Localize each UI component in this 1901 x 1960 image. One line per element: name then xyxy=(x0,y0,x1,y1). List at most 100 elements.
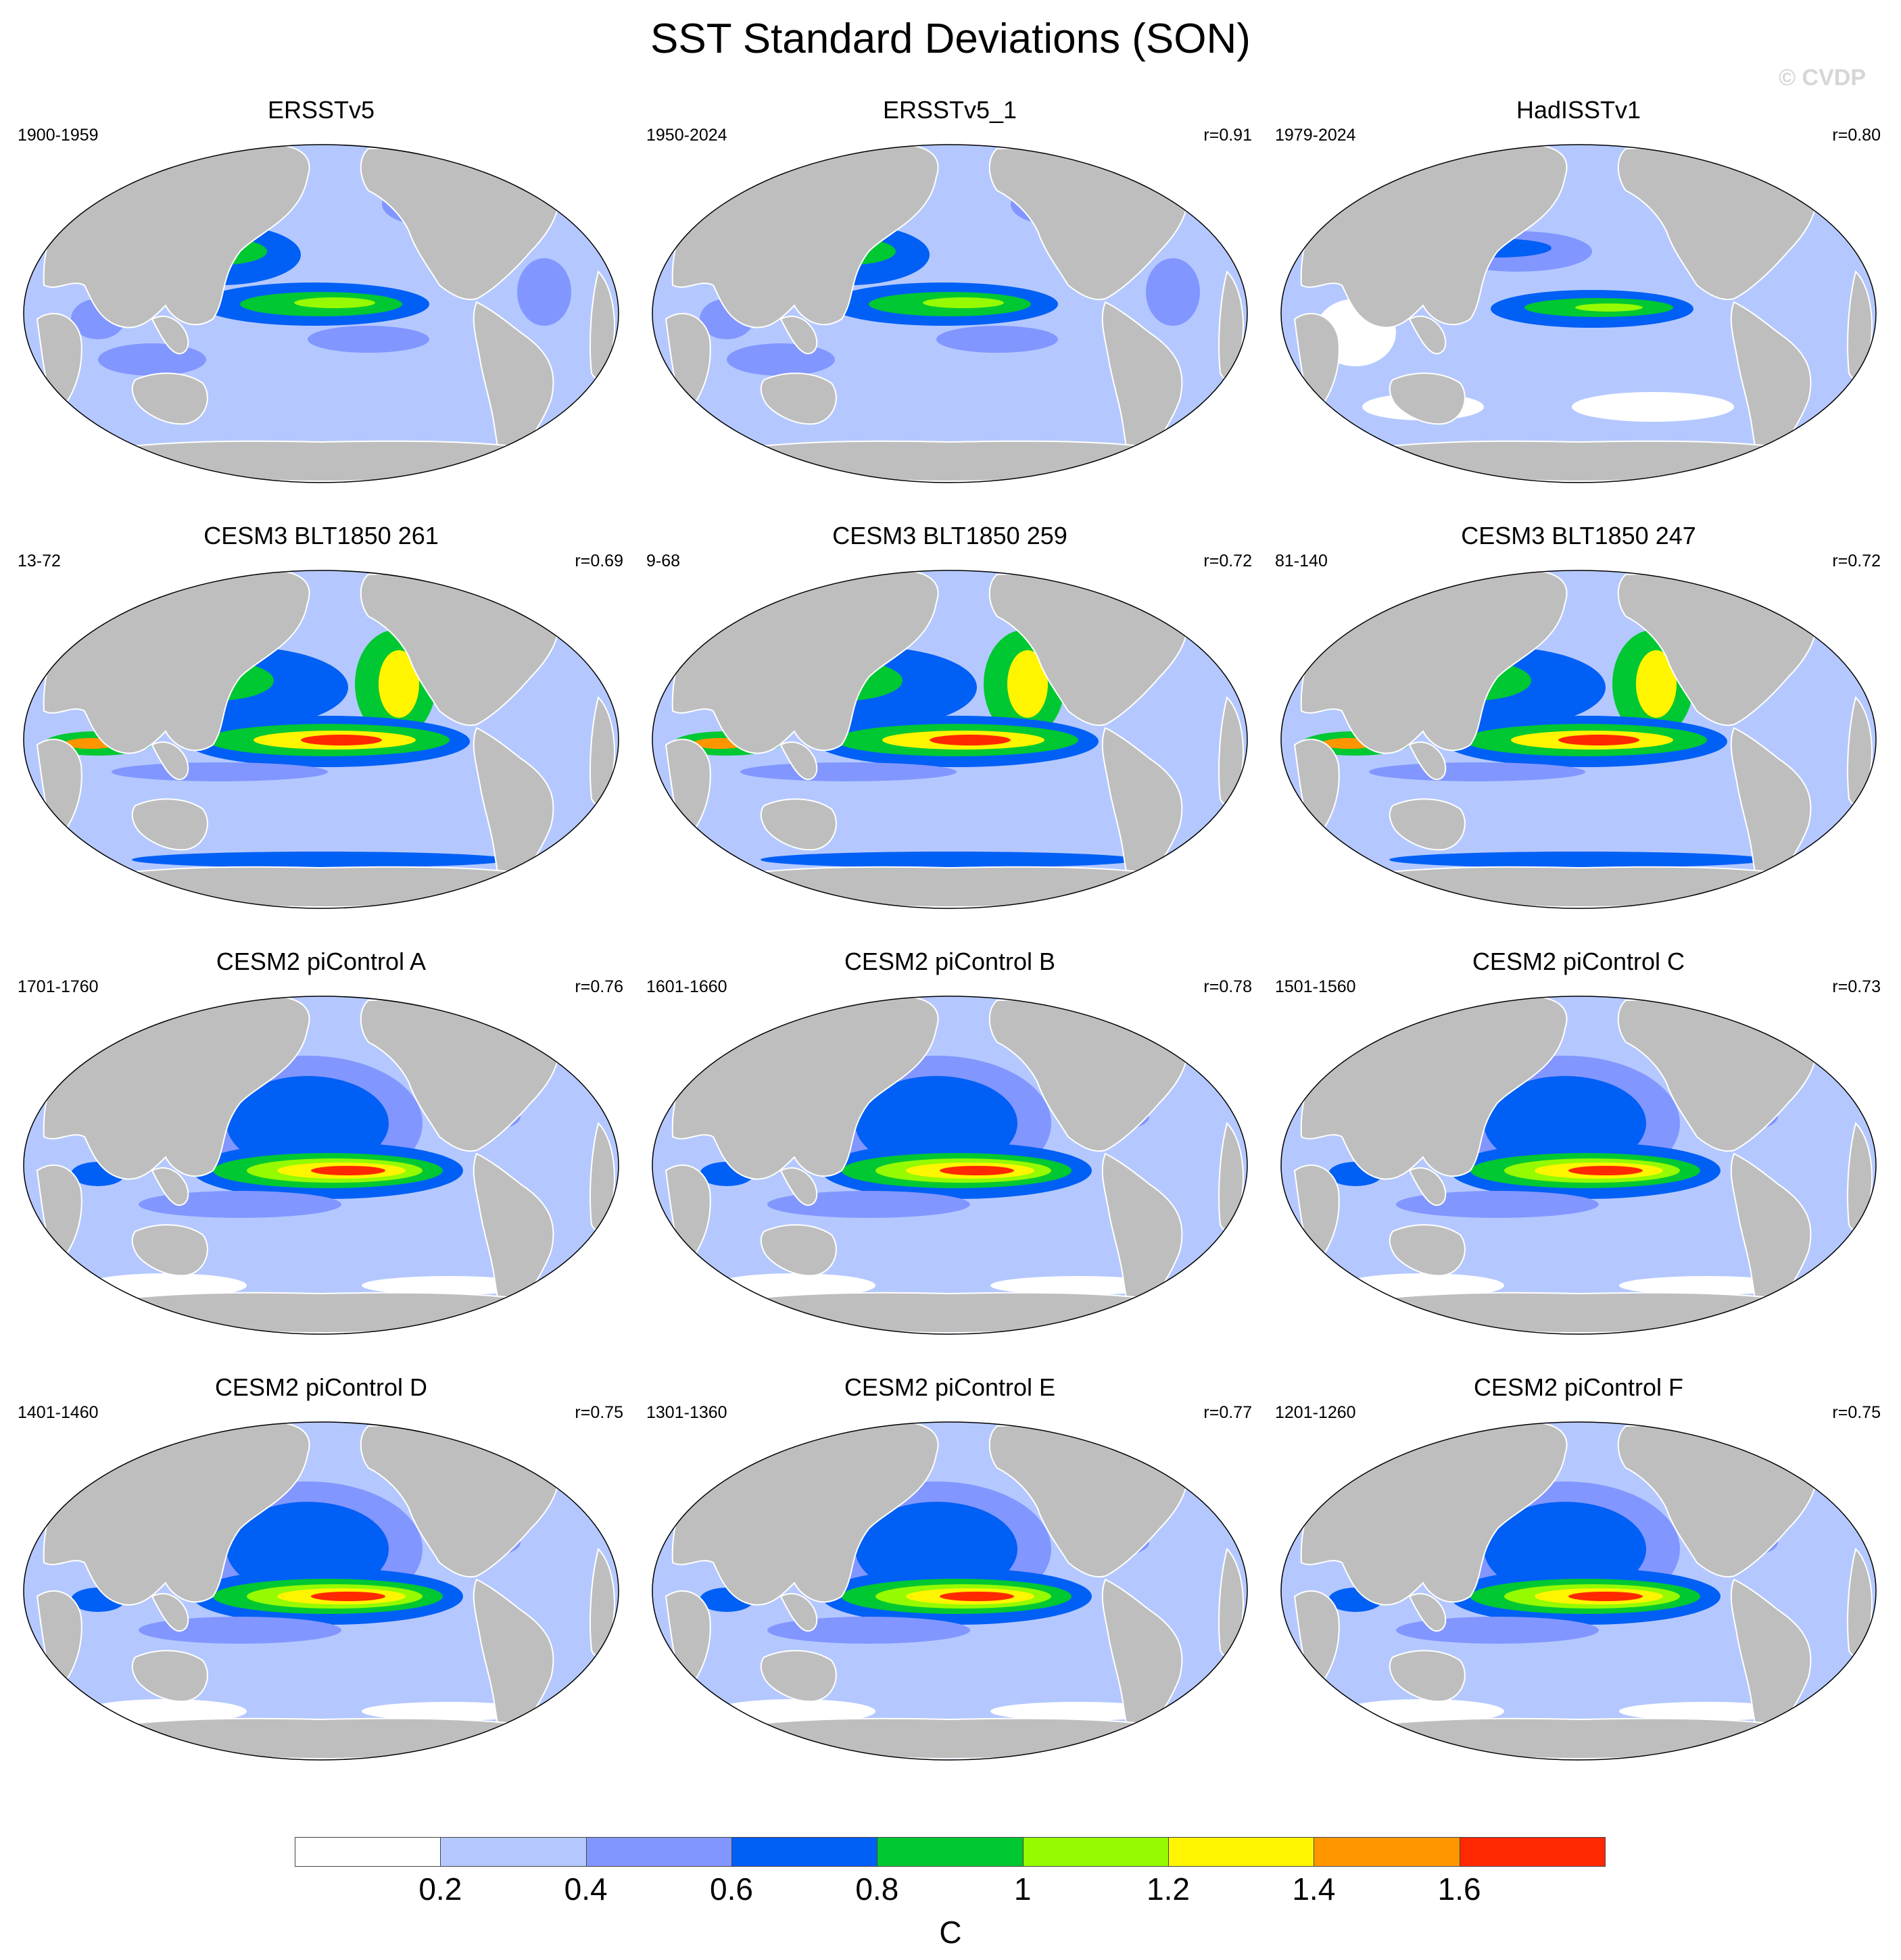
colorbar-swatch xyxy=(1459,1837,1606,1867)
colorbar-tick-label: 1.6 xyxy=(1437,1871,1481,1907)
sst-contour xyxy=(713,1699,875,1723)
land-mass xyxy=(89,866,554,908)
sst-contour xyxy=(308,326,429,353)
panel-title: CESM2 piControl F xyxy=(1473,1373,1684,1401)
land-mass xyxy=(1794,149,1850,189)
land-mass xyxy=(760,798,837,851)
sst-contour xyxy=(311,1592,385,1601)
land-mass xyxy=(779,1167,818,1206)
land-mass xyxy=(151,741,189,781)
sst-contour xyxy=(990,1276,1166,1295)
colorbar-tick-label: 0.2 xyxy=(418,1871,462,1907)
sst-contour xyxy=(1619,1276,1795,1295)
panel-correlation: r=0.73 xyxy=(1832,977,1881,996)
land-mass xyxy=(760,1224,837,1277)
sst-contour xyxy=(990,1702,1166,1721)
panel-correlation: r=0.69 xyxy=(575,552,623,570)
panel-title: ERSSTv5_1 xyxy=(882,96,1017,124)
land-mass xyxy=(89,1717,554,1760)
sst-contour xyxy=(1369,762,1585,781)
map-border xyxy=(652,144,1248,483)
land-mass xyxy=(1408,741,1447,781)
land-mass xyxy=(1408,1167,1447,1206)
land-mass xyxy=(536,149,593,189)
panel-correlation: r=0.75 xyxy=(1832,1403,1881,1422)
sst-contour xyxy=(740,762,957,781)
land-mass xyxy=(779,1593,818,1632)
land-mass xyxy=(760,1650,837,1702)
panel-correlation: r=0.78 xyxy=(1203,977,1252,996)
map-panel: CESM2 piControl C 1501-1560 r=0.73 xyxy=(1264,948,1893,1367)
map-svg xyxy=(1280,996,1877,1335)
panel-title: CESM2 piControl A xyxy=(216,948,427,975)
sst-contour xyxy=(1342,1273,1504,1298)
sst-contour xyxy=(761,852,1139,868)
colorbar-tick-label: 1.2 xyxy=(1147,1871,1190,1907)
map-svg xyxy=(652,1421,1248,1761)
land-mass xyxy=(779,741,818,781)
map-svg xyxy=(23,144,619,483)
land-mass xyxy=(1389,1224,1466,1277)
panel-correlation: r=0.80 xyxy=(1832,126,1881,145)
land-mass xyxy=(536,1001,593,1041)
land-mass xyxy=(536,575,593,615)
panel-title: ERSSTv5 xyxy=(267,96,375,124)
sst-contour xyxy=(1558,735,1639,745)
map-panel: CESM2 piControl F 1201-1260 r=0.75 xyxy=(1264,1373,1893,1792)
map-svg xyxy=(652,996,1248,1335)
panel-period: 13-72 xyxy=(18,552,61,570)
map-panel: CESM3 BLT1850 247 81-140 r=0.72 xyxy=(1264,522,1893,941)
sst-contour xyxy=(112,762,328,781)
sst-contour xyxy=(1575,303,1643,312)
map-border xyxy=(23,1421,619,1761)
land-mass xyxy=(131,1650,208,1702)
land-mass xyxy=(1794,1001,1850,1041)
map-svg xyxy=(1280,570,1877,909)
map-border xyxy=(1280,1421,1877,1761)
panel-correlation: r=0.75 xyxy=(575,1403,623,1422)
colorbar xyxy=(295,1837,1606,1868)
panel-period: 1501-1560 xyxy=(1275,977,1356,996)
panel-period: 1950-2024 xyxy=(646,126,727,145)
panel-correlation: r=0.72 xyxy=(1203,552,1252,570)
sst-contour xyxy=(85,1273,247,1298)
map-border xyxy=(23,996,619,1335)
panel-period: 1601-1660 xyxy=(646,977,727,996)
map-svg xyxy=(1280,144,1877,483)
sst-contour xyxy=(1396,1191,1599,1218)
colorbar-tick-label: 0.4 xyxy=(564,1871,608,1907)
sst-contour xyxy=(940,1592,1014,1601)
land-mass xyxy=(1389,1650,1466,1702)
land-mass xyxy=(1408,316,1447,355)
sst-contour xyxy=(362,1702,537,1721)
sst-contour xyxy=(767,1191,970,1218)
sst-contour xyxy=(85,1699,247,1723)
panel-title: CESM2 piControl C xyxy=(1472,948,1685,975)
map-panel: CESM3 BLT1850 259 9-68 r=0.72 xyxy=(635,522,1264,941)
map-svg xyxy=(23,1421,619,1761)
map-border xyxy=(1280,996,1877,1335)
map-svg xyxy=(23,996,619,1335)
land-mass xyxy=(1165,1001,1222,1041)
land-mass xyxy=(1165,149,1222,189)
sst-contour xyxy=(379,650,419,718)
sst-contour xyxy=(1572,392,1734,422)
sst-contour xyxy=(930,735,1011,745)
land-mass xyxy=(1346,1717,1811,1760)
panel-title: HadISSTv1 xyxy=(1516,96,1641,124)
colorbar-swatch xyxy=(1314,1837,1460,1867)
land-mass xyxy=(1408,1593,1447,1632)
panel-title: CESM3 BLT1850 261 xyxy=(203,522,439,549)
colorbar-units: C xyxy=(939,1915,962,1950)
land-mass xyxy=(131,1224,208,1277)
sst-contour xyxy=(713,1273,875,1298)
colorbar-swatch xyxy=(1022,1837,1169,1867)
panel-period: 81-140 xyxy=(1275,552,1328,570)
land-mass xyxy=(536,1427,593,1467)
map-svg xyxy=(652,144,1248,483)
sst-contour xyxy=(311,1166,385,1175)
map-border xyxy=(652,996,1248,1335)
land-mass xyxy=(779,316,818,355)
colorbar-swatch xyxy=(585,1837,732,1867)
sst-contour xyxy=(362,1276,537,1295)
